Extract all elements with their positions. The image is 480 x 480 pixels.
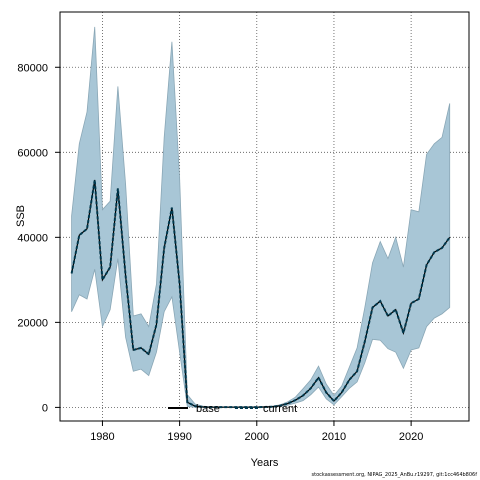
x-tick-label: 1990 [167, 431, 191, 443]
x-tick-label: 2000 [245, 431, 269, 443]
series-lines [70, 179, 451, 409]
y-tick-label: 20000 [17, 317, 48, 329]
footer-credit: stockassessment.org, NIPAG_2025_AnBu.r19… [311, 472, 477, 478]
legend-current-label: current [263, 403, 297, 415]
y-axis: 0 20000 40000 60000 80000 [17, 62, 60, 414]
x-tick-label: 2020 [399, 431, 423, 443]
x-axis: 1980 1990 2000 2010 2020 [90, 421, 423, 443]
confidence-band-area [71, 26, 451, 408]
y-axis-title: SSB [15, 205, 27, 227]
y-tick-label: 60000 [17, 147, 48, 159]
x-tick-label: 1980 [90, 431, 114, 443]
plot-frame [59, 11, 470, 422]
x-tick-label: 2010 [322, 431, 346, 443]
legend: base current [168, 403, 297, 415]
x-axis-title: Years [251, 457, 279, 469]
confidence-band [71, 26, 451, 408]
y-tick-label: 40000 [17, 232, 48, 244]
legend-base-label: base [196, 403, 220, 415]
y-tick-label: 80000 [17, 62, 48, 74]
y-tick-label: 0 [42, 402, 48, 414]
series-current-line [70, 179, 451, 409]
